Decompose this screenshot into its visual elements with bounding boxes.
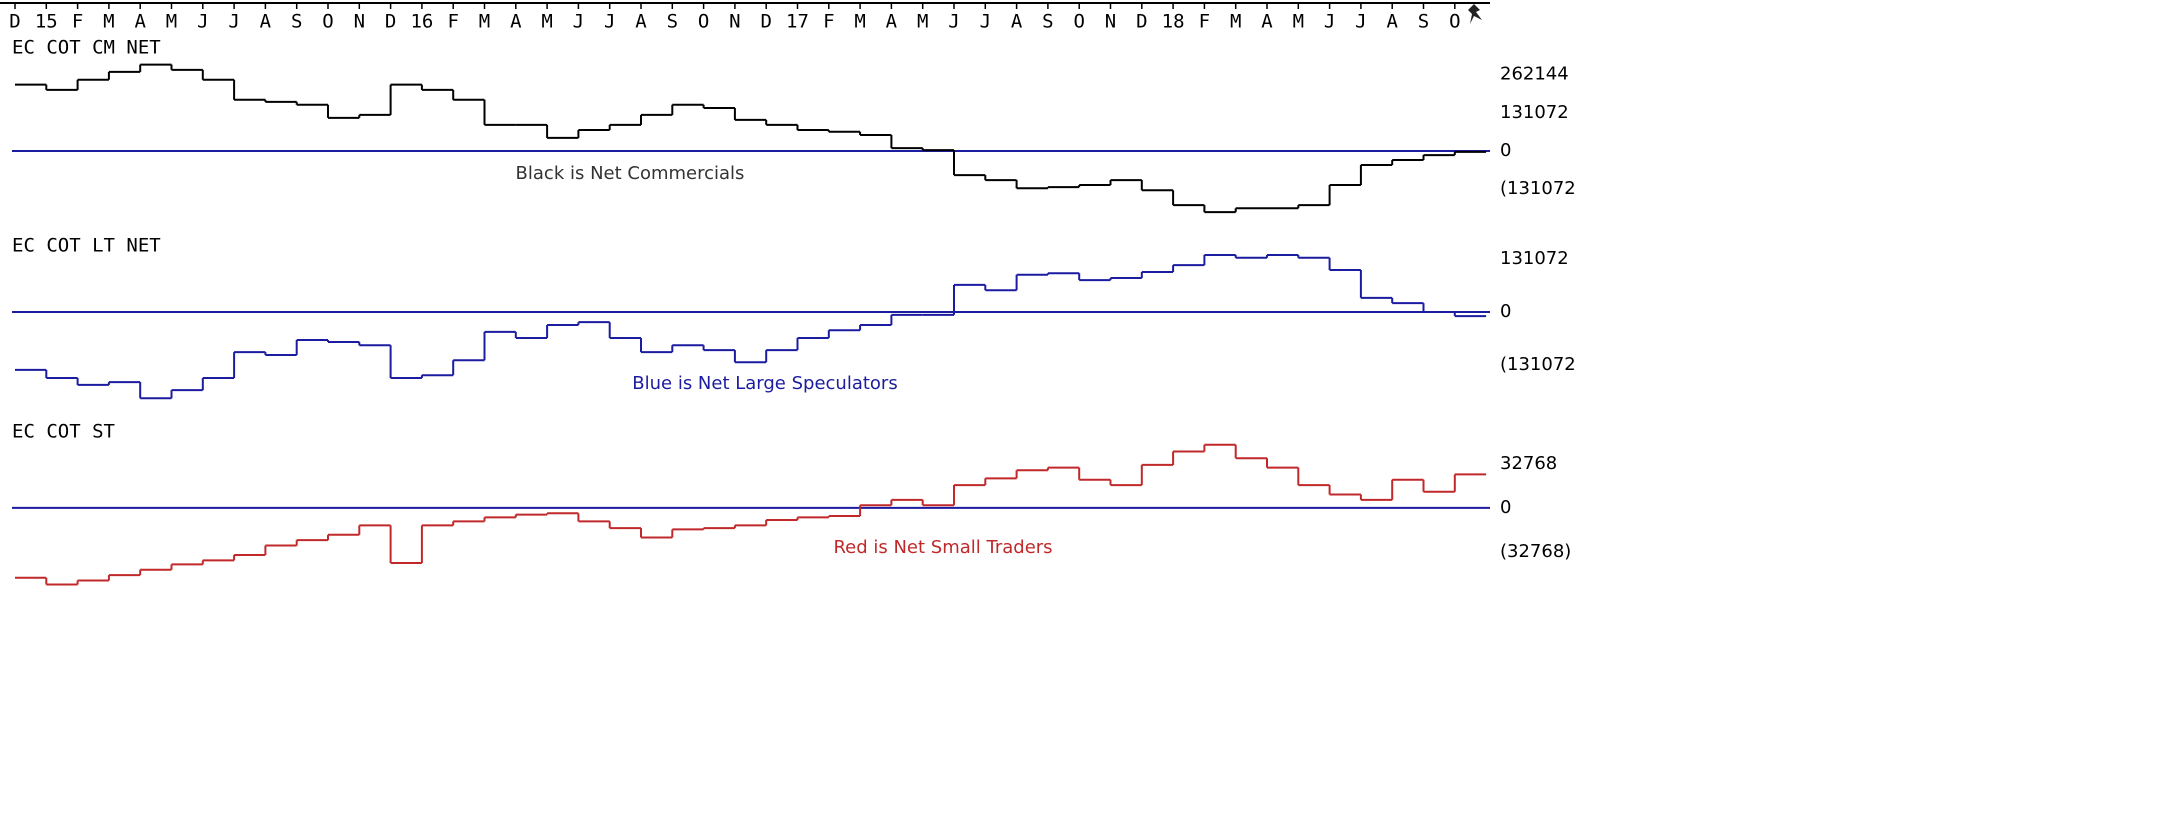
month-label: F [447,11,458,33]
month-label: A [1261,11,1273,33]
month-label: J [573,11,584,33]
month-label: N [354,11,365,33]
y-tick-label: 0 [1500,140,1511,161]
month-label: D [385,11,396,33]
month-label: A [886,11,898,33]
month-label: A [260,11,272,33]
month-label: J [948,11,959,33]
month-label: A [510,11,522,33]
month-label: S [1418,11,1429,33]
month-label: J [197,11,208,33]
month-label: J [228,11,239,33]
month-label: O [1449,11,1460,33]
y-tick-label: 262144 [1500,64,1569,85]
corner-icon [1468,4,1482,24]
annotation: Blue is Net Large Speculators [632,373,897,394]
y-tick-label: 32768 [1500,453,1557,474]
month-label: F [1199,11,1210,33]
month-label: 18 [1162,11,1185,33]
month-label: A [1011,11,1023,33]
month-label: M [1293,11,1304,33]
y-tick-label: (32768) [1500,541,1571,562]
month-label: A [635,11,647,33]
month-label: O [698,11,709,33]
month-label: F [823,11,834,33]
month-label: 15 [35,11,58,33]
month-label: F [72,11,83,33]
annotation: Red is Net Small Traders [833,537,1052,558]
y-tick-label: (131072 [1500,354,1576,375]
month-label: M [166,11,177,33]
month-label: M [917,11,928,33]
month-label: 16 [410,11,433,33]
annotation: Black is Net Commercials [516,163,745,184]
month-label: O [322,11,333,33]
month-label: M [479,11,490,33]
month-label: S [667,11,678,33]
month-label: J [604,11,615,33]
y-tick-label: 0 [1500,497,1511,518]
month-label: M [854,11,865,33]
month-label: M [103,11,114,33]
y-tick-label: 131072 [1500,102,1569,123]
y-tick-label: 0 [1500,301,1511,322]
y-tick-label: (131072 [1500,178,1576,199]
panel-title: EC COT ST [12,421,115,443]
month-label: D [760,11,771,33]
month-label: J [1355,11,1366,33]
panel-title: EC COT CM NET [12,37,161,59]
month-label: J [1324,11,1335,33]
month-label: M [1230,11,1241,33]
month-label: N [729,11,740,33]
month-label: S [291,11,302,33]
month-label: S [1042,11,1053,33]
month-label: N [1105,11,1116,33]
panel-title: EC COT LT NET [12,235,161,257]
y-tick-label: 131072 [1500,248,1569,269]
month-label: 17 [786,11,809,33]
month-label: J [980,11,991,33]
month-label: D [1136,11,1147,33]
month-label: M [541,11,552,33]
month-label: D [9,11,20,33]
month-label: A [1386,11,1398,33]
month-label: A [134,11,146,33]
month-label: O [1073,11,1084,33]
